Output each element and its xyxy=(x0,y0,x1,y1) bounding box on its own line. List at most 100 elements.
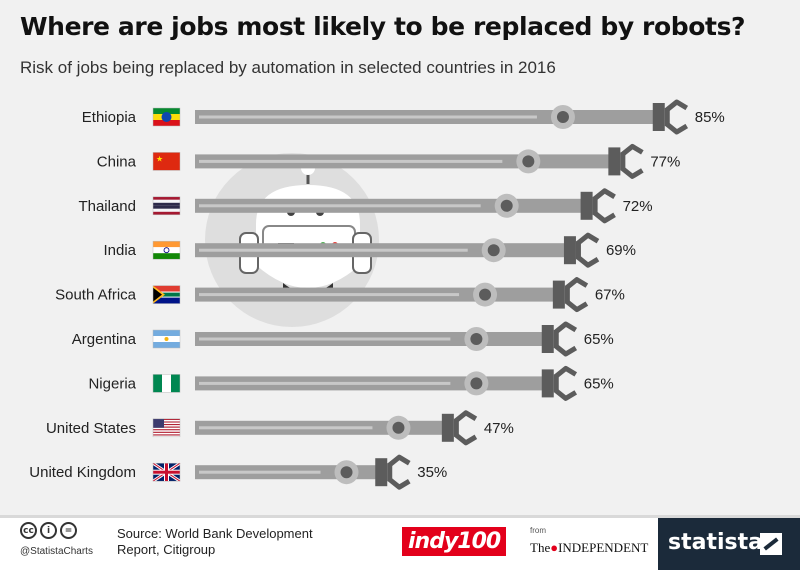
bar-argentina-claw-top xyxy=(554,321,578,334)
bar-china-claw-base xyxy=(620,152,626,171)
bar-india xyxy=(195,232,600,268)
bar-nigeria-wrist xyxy=(541,369,554,398)
flag-ethiopia-icon xyxy=(152,107,181,127)
flag-china-icon: ★ xyxy=(152,152,181,171)
country-label-ethiopia: Ethiopia xyxy=(82,109,137,126)
bar-united-states-claw-top xyxy=(454,410,478,423)
country-label-india: India xyxy=(103,242,136,259)
flag-south-africa-icon xyxy=(152,285,181,304)
bar-south-africa-joint-inner xyxy=(479,288,492,301)
bar-india-claw-base xyxy=(575,241,581,260)
independent-logo[interactable]: The●INDEPENDENT xyxy=(530,540,648,556)
bar-south-africa-claw-base xyxy=(564,285,570,304)
value-label-nigeria: 65% xyxy=(584,375,614,392)
country-label-argentina: Argentina xyxy=(72,331,137,348)
country-label-united-states: United States xyxy=(46,420,136,437)
bar-united-states-joint-inner xyxy=(392,421,405,434)
page-title: Where are jobs most likely to be replace… xyxy=(20,12,746,41)
value-label-thailand: 72% xyxy=(623,198,653,215)
bar-ethiopia-claw-top xyxy=(665,99,689,112)
bar-south-africa xyxy=(195,277,589,313)
from-text: from xyxy=(530,526,546,535)
bar-argentina-joint-inner xyxy=(470,333,483,345)
cc-icon[interactable]: cc xyxy=(20,522,37,539)
value-label-united-states: 47% xyxy=(484,420,514,437)
bar-thailand-claw-top xyxy=(593,188,616,201)
bar-argentina-claw-base xyxy=(553,330,559,348)
country-label-south-africa: South Africa xyxy=(55,287,137,304)
country-label-thailand: Thailand xyxy=(78,198,136,215)
bar-china-joint-inner xyxy=(522,155,535,168)
flag-nigeria-icon xyxy=(152,374,181,393)
bar-thailand-wrist xyxy=(580,191,593,220)
bar-china-claw-bottom xyxy=(620,166,644,179)
bar-united-states-claw-base xyxy=(453,418,459,437)
bar-china xyxy=(195,143,644,179)
flag-argentina-icon xyxy=(152,329,181,349)
bar-nigeria-joint-inner xyxy=(470,377,483,390)
flag-united-kingdom-icon xyxy=(152,461,181,483)
bar-thailand-claw-base xyxy=(592,196,598,215)
eagle-icon: ● xyxy=(550,540,559,555)
bar-argentina-claw-bottom xyxy=(554,344,578,357)
bar-south-africa-claw-top xyxy=(565,277,589,290)
bar-united-states-wrist xyxy=(441,413,454,442)
bar-nigeria-claw-bottom xyxy=(554,388,578,401)
statista-handle[interactable]: @StatistaCharts xyxy=(20,546,93,557)
bar-india-wrist xyxy=(563,236,576,265)
bar-india-highlight xyxy=(199,248,468,252)
bar-united-kingdom-claw-bottom xyxy=(387,477,411,490)
bar-thailand-highlight xyxy=(199,204,481,208)
bar-ethiopia-wrist xyxy=(652,103,665,131)
value-label-south-africa: 67% xyxy=(595,287,625,304)
bar-china-wrist xyxy=(608,147,621,176)
bar-united-kingdom-highlight xyxy=(199,470,321,474)
bar-nigeria-claw-top xyxy=(554,365,578,379)
chart: 85% Ethiopia 77% China ★ 72% Thailand 69% India 6… xyxy=(29,99,725,490)
independent-prefix: The xyxy=(530,540,551,555)
bar-argentina xyxy=(195,321,578,357)
flag-india-icon xyxy=(152,240,181,260)
country-label-nigeria: Nigeria xyxy=(88,375,136,392)
value-label-ethiopia: 85% xyxy=(695,109,725,126)
bar-argentina-wrist xyxy=(541,325,554,353)
source-note: Source: World Bank Development Report, C… xyxy=(117,526,313,557)
bar-india-claw-top xyxy=(576,232,600,246)
bar-ethiopia-claw-bottom xyxy=(665,122,689,135)
bar-united-kingdom-claw-base xyxy=(387,463,393,482)
page-subtitle: Risk of jobs being replaced by automatio… xyxy=(20,58,556,77)
statista-mark-icon xyxy=(760,533,782,555)
bar-ethiopia-joint-inner xyxy=(556,111,569,123)
svg-text:★: ★ xyxy=(156,154,163,163)
footer-rule xyxy=(0,515,800,518)
bar-ethiopia-claw-base xyxy=(664,108,670,126)
statista-logo[interactable]: statista xyxy=(668,530,763,555)
bar-ethiopia-highlight xyxy=(199,115,537,119)
value-label-argentina: 65% xyxy=(584,331,614,348)
bar-united-states-claw-bottom xyxy=(454,432,478,446)
bar-nigeria-highlight xyxy=(199,381,451,385)
bar-united-kingdom-claw-top xyxy=(387,454,411,468)
by-icon[interactable]: i xyxy=(40,522,57,539)
bar-thailand-joint-inner xyxy=(500,199,513,212)
value-label-china: 77% xyxy=(650,153,680,170)
value-label-united-kingdom: 35% xyxy=(417,464,447,481)
nd-icon[interactable]: = xyxy=(60,522,77,539)
bar-argentina-highlight xyxy=(199,337,451,341)
bar-united-states-highlight xyxy=(199,426,373,430)
country-label-united-kingdom: United Kingdom xyxy=(29,464,136,481)
country-label-china: China xyxy=(97,153,137,170)
bar-united-kingdom-wrist xyxy=(375,458,388,487)
indy100-logo[interactable]: indy100 xyxy=(402,527,507,556)
bar-thailand xyxy=(195,188,616,224)
bar-united-states xyxy=(195,410,478,446)
bar-china-claw-top xyxy=(620,143,644,157)
bar-thailand-claw-bottom xyxy=(593,210,616,224)
bar-nigeria xyxy=(195,365,578,401)
bar-united-kingdom xyxy=(195,454,411,490)
bar-nigeria-claw-base xyxy=(553,374,559,393)
flag-united-states-icon xyxy=(152,418,181,438)
bar-ethiopia xyxy=(195,99,689,135)
bar-india-claw-bottom xyxy=(576,255,600,268)
bar-united-kingdom-joint-inner xyxy=(340,466,353,479)
